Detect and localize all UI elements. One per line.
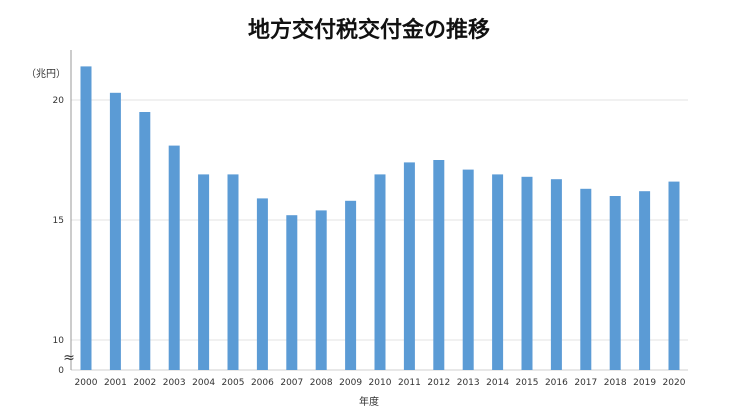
y-tick-label-0: 0	[58, 366, 64, 376]
x-tick-label-2012: 2012	[427, 378, 450, 388]
x-tick-label-2011: 2011	[398, 378, 421, 388]
x-tick-label-2013: 2013	[457, 378, 480, 388]
x-tick-label-2003: 2003	[163, 378, 186, 388]
x-tick-label-2009: 2009	[339, 378, 362, 388]
bar-2008	[315, 210, 327, 370]
y-tick-label-20: 20	[53, 96, 65, 106]
chart-title: 地方交付税交付金の推移	[247, 18, 490, 43]
x-tick-label-2001: 2001	[104, 378, 127, 388]
x-tick-label-2004: 2004	[192, 378, 215, 388]
x-tick-label-2014: 2014	[486, 378, 509, 388]
bar-2007	[286, 215, 298, 370]
bars	[80, 66, 680, 371]
bar-2004	[198, 174, 210, 370]
bar-2000	[80, 66, 92, 371]
x-tick-label-2005: 2005	[222, 378, 245, 388]
bar-2013	[462, 169, 474, 370]
bar-2014	[492, 174, 504, 370]
y-tick-labels: 0 10 15 20	[53, 96, 65, 376]
bar-2017	[580, 188, 592, 370]
x-axis-title: 年度	[359, 397, 379, 408]
axis-break-mark: ≈	[63, 350, 75, 366]
bar-2020	[668, 181, 680, 370]
x-tick-label-2002: 2002	[133, 378, 156, 388]
x-tick-label-2008: 2008	[310, 378, 333, 388]
bar-2006	[256, 198, 268, 370]
bar-2003	[168, 145, 180, 370]
x-tick-label-2016: 2016	[545, 378, 568, 388]
x-tick-label-2019: 2019	[633, 378, 656, 388]
y-tick-label-15: 15	[53, 216, 64, 226]
x-tick-label-2006: 2006	[251, 378, 274, 388]
x-tick-label-2018: 2018	[604, 378, 627, 388]
bar-2019	[639, 191, 651, 370]
bar-2010	[374, 174, 386, 370]
bar-2011	[403, 162, 415, 370]
bar-2001	[109, 92, 121, 371]
bar-2012	[433, 160, 445, 370]
x-tick-label-2017: 2017	[574, 378, 597, 388]
x-tick-label-2015: 2015	[516, 378, 539, 388]
bar-2002	[139, 112, 151, 370]
bar-2005	[227, 174, 239, 370]
x-tick-label-2010: 2010	[369, 378, 392, 388]
y-axis-unit-label: （兆円）	[26, 69, 66, 80]
x-tick-label-2000: 2000	[75, 378, 98, 388]
bar-2016	[550, 179, 562, 370]
bar-2018	[609, 196, 621, 370]
x-tick-labels: 2000 2001 2002 2003 2004 2005 2006 2007 2008 2009…	[75, 378, 686, 388]
bar-2015	[521, 176, 533, 370]
x-tick-label-2007: 2007	[280, 378, 303, 388]
bar-2009	[345, 200, 357, 370]
x-tick-label-2020: 2020	[663, 378, 686, 388]
y-tick-label-10: 10	[53, 336, 65, 346]
